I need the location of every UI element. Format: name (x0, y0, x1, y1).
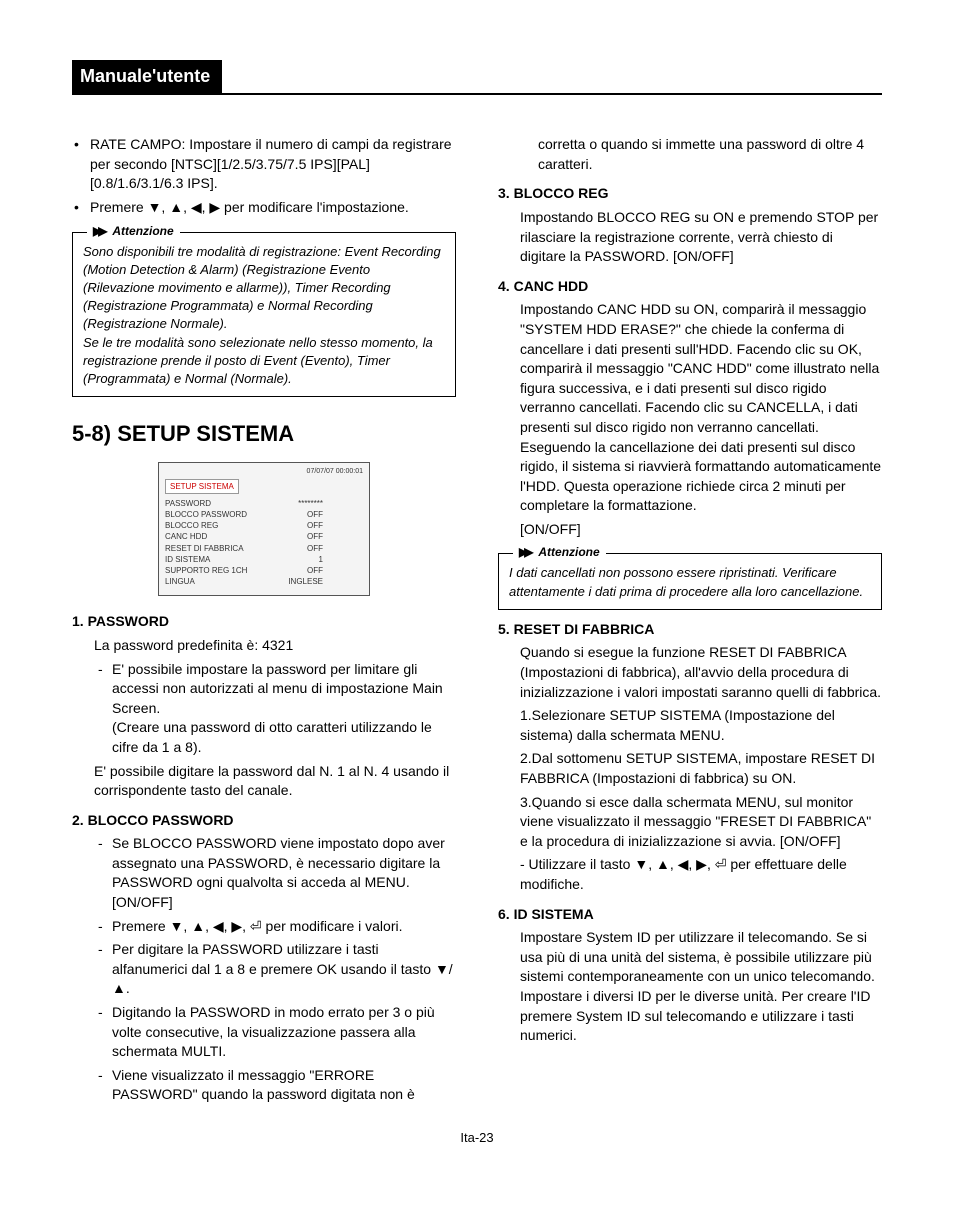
item-5-step4: - Utilizzare il tasto ▼, ▲, ◀, ▶, ⏎ per … (498, 855, 882, 894)
right-column: corretta o quando si immette una passwor… (498, 135, 882, 1105)
item-6-text: Impostare System ID per utilizzare il te… (498, 928, 882, 1046)
screen-row: LINGUA INGLESE (165, 576, 363, 587)
screen-cell: PASSWORD (165, 498, 211, 509)
item-3-text: Impostando BLOCCO REG su ON e premendo S… (498, 208, 882, 267)
screen-row: CANC HDD OFF (165, 531, 363, 542)
setup-screen-figure: 07/07/07 00:00:01 SETUP SISTEMA PASSWORD… (158, 462, 370, 596)
attention-title-2: ▶▶ Attenzione (513, 544, 606, 561)
screen-cell: INGLESE (288, 576, 323, 587)
attention-box-1: ▶▶ Attenzione Sono disponibili tre modal… (72, 232, 456, 398)
screen-cell: OFF (307, 565, 323, 576)
item-4-onoff: [ON/OFF] (498, 520, 882, 540)
screen-cell: OFF (307, 531, 323, 542)
item-2-dash-1: Se BLOCCO PASSWORD viene impostato dopo … (112, 834, 456, 912)
item-1-num: 1. (72, 613, 84, 629)
item-1-dash-1-text: E' possibile impostare la password per l… (112, 661, 443, 716)
item-5-step1: 1.Selezionare SETUP SISTEMA (Impostazion… (498, 706, 882, 745)
section-5-8-title: 5-8) SETUP SISTEMA (72, 419, 456, 450)
page-number: Ita-23 (72, 1129, 882, 1147)
screen-row: BLOCCO REG OFF (165, 520, 363, 531)
screen-cell: CANC HDD (165, 531, 207, 542)
item-1-dash-1b: (Creare una password di otto caratteri u… (112, 718, 456, 757)
screen-row: RESET DI FABBRICA OFF (165, 543, 363, 554)
item-6-num: 6. (498, 906, 510, 922)
bullet-premere: Premere ▼, ▲, ◀, ▶ per modificare l'impo… (90, 198, 456, 218)
item-1-dash-1: E' possibile impostare la password per l… (112, 660, 456, 758)
arrow-icon: ▶▶ (93, 224, 103, 238)
item-4-text: Impostando CANC HDD su ON, comparirà il … (498, 300, 882, 516)
item-4-canc-hdd: 4. CANC HDD Impostando CANC HDD su ON, c… (498, 277, 882, 540)
item-5-step3: 3.Quando si esce dalla schermata MENU, s… (498, 793, 882, 852)
item-4-title: CANC HDD (514, 278, 589, 294)
continuation-text: corretta o quando si immette una passwor… (498, 135, 882, 174)
item-3-title: BLOCCO REG (514, 185, 609, 201)
intro-bullets: RATE CAMPO: Impostare il numero di campi… (72, 135, 456, 217)
item-3-blocco-reg: 3. BLOCCO REG Impostando BLOCCO REG su O… (498, 184, 882, 266)
two-column-layout: RATE CAMPO: Impostare il numero di campi… (72, 135, 882, 1105)
item-2-dash-2: Premere ▼, ▲, ◀, ▶, ⏎ per modificare i v… (112, 917, 456, 937)
screen-cell: 1 (319, 554, 323, 565)
item-6-id-sistema: 6. ID SISTEMA Impostare System ID per ut… (498, 905, 882, 1046)
attention-text-2: I dati cancellati non possono essere rip… (509, 564, 871, 600)
item-5-num: 5. (498, 621, 510, 637)
screen-row: BLOCCO PASSWORD OFF (165, 509, 363, 520)
left-column: RATE CAMPO: Impostare il numero di campi… (72, 135, 456, 1105)
item-3-num: 3. (498, 185, 510, 201)
attention-label-2: Attenzione (538, 545, 599, 559)
screen-cell: LINGUA (165, 576, 195, 587)
attention-text-1b: Se le tre modalità sono selezionate nell… (83, 334, 445, 389)
item-2-dash-3: Per digitare la PASSWORD utilizzare i ta… (112, 940, 456, 999)
screen-timestamp: 07/07/07 00:00:01 (165, 467, 363, 477)
arrow-icon: ▶▶ (519, 545, 529, 559)
item-5-text: Quando si esegue la funzione RESET DI FA… (498, 643, 882, 702)
screen-row: ID SISTEMA 1 (165, 554, 363, 565)
attention-label-1: Attenzione (112, 224, 173, 238)
item-2-dash-5: Viene visualizzato il messaggio "ERRORE … (112, 1066, 456, 1105)
screen-row: SUPPORTO REG 1CH OFF (165, 565, 363, 576)
item-1-line2: E' possibile digitare la password dal N.… (72, 762, 456, 801)
item-2-dash-4: Digitando la PASSWORD in modo errato per… (112, 1003, 456, 1062)
screen-cell: OFF (307, 543, 323, 554)
bullet-rate-campo: RATE CAMPO: Impostare il numero di campi… (90, 135, 456, 194)
screen-header: SETUP SISTEMA (165, 479, 239, 494)
attention-text-1a: Sono disponibili tre modalità di registr… (83, 243, 445, 334)
item-2-title: BLOCCO PASSWORD (88, 812, 234, 828)
screen-cell: BLOCCO PASSWORD (165, 509, 247, 520)
item-2-blocco-password: 2. BLOCCO PASSWORD Se BLOCCO PASSWORD vi… (72, 811, 456, 1105)
screen-cell: OFF (307, 520, 323, 531)
item-4-num: 4. (498, 278, 510, 294)
screen-cell: BLOCCO REG (165, 520, 218, 531)
header-title: Manuale'utente (72, 60, 222, 93)
attention-title-1: ▶▶ Attenzione (87, 223, 180, 240)
item-5-reset-fabbrica: 5. RESET DI FABBRICA Quando si esegue la… (498, 620, 882, 895)
item-2-num: 2. (72, 812, 84, 828)
screen-cell: OFF (307, 509, 323, 520)
screen-cell: RESET DI FABBRICA (165, 543, 244, 554)
item-1-title: PASSWORD (88, 613, 169, 629)
screen-cell: ID SISTEMA (165, 554, 210, 565)
item-1-password: 1. PASSWORD La password predefinita è: 4… (72, 612, 456, 800)
item-6-title: ID SISTEMA (514, 906, 594, 922)
screen-cell: SUPPORTO REG 1CH (165, 565, 247, 576)
screen-row: PASSWORD ******** (165, 498, 363, 509)
item-5-title: RESET DI FABBRICA (514, 621, 655, 637)
attention-box-2: ▶▶ Attenzione I dati cancellati non poss… (498, 553, 882, 609)
screen-cell: ******** (298, 498, 323, 509)
header-bar: Manuale'utente (72, 60, 882, 95)
item-5-step2: 2.Dal sottomenu SETUP SISTEMA, impostare… (498, 749, 882, 788)
item-1-line1: La password predefinita è: 4321 (72, 636, 456, 656)
